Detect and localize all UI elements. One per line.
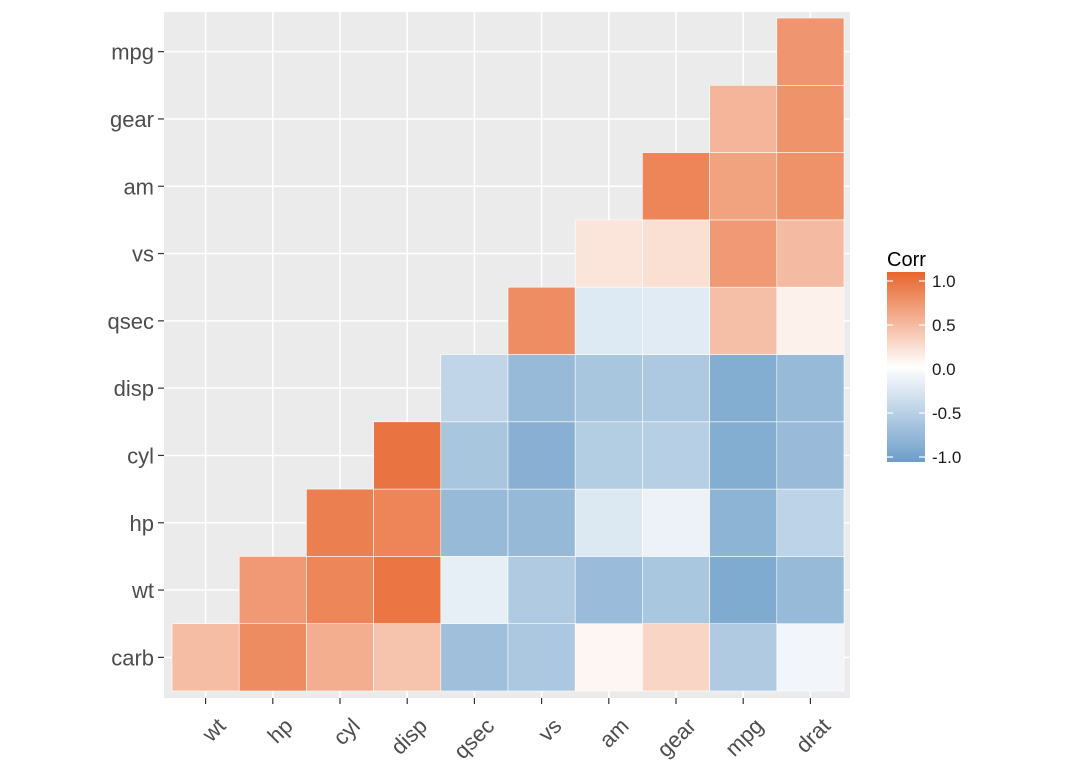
y-tick-label-wt: wt [131,578,154,603]
heatmap-cell-cyl-hp [306,488,374,557]
y-tick-label-qsec: qsec [108,309,154,334]
heatmap-cell-mpg-am [709,152,778,221]
heatmap-cell-disp-hp [373,488,442,557]
heatmap-cell-qsec-hp [440,488,509,557]
heatmap-cell-drat-vs [776,219,845,288]
legend: Corr 1.0 0.5 0.0 -0.5 -1.0 [887,249,961,467]
heatmap-cell-qsec-cyl [440,421,509,490]
heatmap-cell-qsec-disp [440,354,509,423]
heatmap-cell-mpg-qsec [709,286,778,355]
legend-title: Corr [887,249,926,271]
heatmap-cell-vs-cyl [507,421,576,490]
heatmap-cell-gear-cyl [642,421,710,490]
heatmap-cell-am-carb [574,623,643,692]
x-tick-label-cyl: cyl [328,713,365,750]
y-tick-label-gear: gear [110,107,154,132]
legend-colorbar [887,272,925,462]
heatmap-cell-mpg-vs [709,219,778,288]
legend-ticks: 1.0 0.5 0.0 -0.5 -1.0 [887,272,961,467]
y-tick-label-am: am [123,174,154,199]
heatmap-cell-cyl-carb [306,623,374,692]
heatmap-cell-drat-mpg [776,17,845,86]
y-tick-label-disp: disp [114,376,154,401]
legend-tick-label: 1.0 [932,272,956,291]
heatmap-cell-vs-disp [507,354,576,423]
y-tick-label-carb: carb [111,645,154,670]
heatmap-cell-mpg-gear [709,85,778,153]
heatmap-cell-qsec-wt [440,556,509,625]
heatmap-cell-am-hp [574,488,643,557]
y-tick-label-mpg: mpg [111,40,154,65]
heatmap-cell-hp-carb [238,623,307,692]
heatmap-cell-vs-hp [507,488,576,557]
heatmap-cell-mpg-cyl [709,421,778,490]
heatmap-cell-am-cyl [574,421,643,490]
heatmap-cell-gear-hp [642,488,710,557]
x-tick-label-hp: hp [263,713,298,748]
heatmap-cell-hp-wt [238,556,307,625]
y-tick-label-vs: vs [132,242,154,267]
x-tick-label-disp: disp [386,713,432,759]
y-tick-label-hp: hp [130,511,154,536]
heatmap-cell-gear-disp [642,354,710,423]
x-tick-label-vs: vs [533,713,566,746]
heatmap-cell-drat-disp [776,354,845,423]
heatmap-cell-disp-wt [373,556,442,625]
heatmap-cell-cyl-wt [306,556,374,625]
heatmap-cell-gear-am [642,152,710,221]
heatmap-cell-drat-carb [776,623,845,692]
x-tick-label-mpg: mpg [720,713,768,761]
heatmap-cell-mpg-carb [709,623,778,692]
x-tick-label-drat: drat [791,713,835,757]
legend-tick-label: -0.5 [932,404,961,423]
heatmap-cell-drat-hp [776,488,845,557]
legend-tick-label: 0.0 [932,360,956,379]
heatmap-cell-mpg-hp [709,488,778,557]
heatmap-cell-drat-cyl [776,421,845,490]
heatmap-cell-qsec-carb [440,623,509,692]
x-tick-label-wt: wt [197,713,231,747]
heatmap-cell-mpg-disp [709,354,778,423]
heatmap-cell-wt-carb [171,623,240,692]
heatmap-cell-am-wt [574,556,643,625]
heatmap-cell-am-qsec [574,286,643,355]
x-tick-label-qsec: qsec [449,713,500,764]
heatmap-cell-drat-am [776,152,845,221]
heatmap-cell-mpg-wt [709,556,778,625]
heatmap-cell-vs-carb [507,623,576,692]
heatmap-cell-gear-carb [642,623,710,692]
x-tick-label-am: am [594,713,633,752]
y-tick-label-cyl: cyl [127,443,154,468]
heatmap-cell-gear-wt [642,556,710,625]
legend-tick-label: -1.0 [932,448,961,467]
heatmap-cell-drat-gear [776,85,845,153]
legend-tick-label: 0.5 [932,316,956,335]
x-tick-label-gear: gear [652,713,701,762]
heatmap-cell-am-vs [574,219,643,288]
x-axis: wt hp cyl disp qsec vs am gear mpg drat [197,698,835,764]
y-axis: carb wt hp cyl disp qsec vs am gear mpg [108,40,164,670]
heatmap-cell-am-disp [574,354,643,423]
heatmap-cells [171,17,845,692]
heatmap-cell-gear-vs [642,219,710,288]
heatmap-cell-vs-qsec [507,286,576,355]
heatmap-cell-drat-wt [776,556,845,625]
heatmap-cell-drat-qsec [776,286,845,355]
heatmap-cell-disp-cyl [373,421,442,490]
heatmap-cell-gear-qsec [642,286,710,355]
heatmap-cell-vs-wt [507,556,576,625]
heatmap-cell-disp-carb [373,623,442,692]
